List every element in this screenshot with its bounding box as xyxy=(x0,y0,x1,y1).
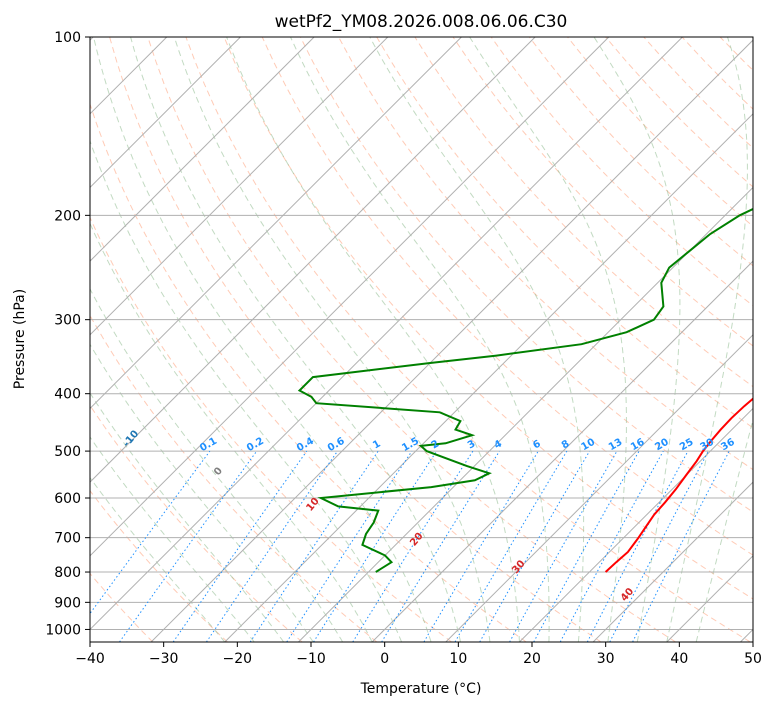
isotherm-line xyxy=(371,260,753,642)
isotherm-line xyxy=(90,37,683,631)
mixing-ratio-label: 6 xyxy=(531,438,543,451)
moist-adiabat-line xyxy=(173,37,491,642)
y-tick-label: 500 xyxy=(54,444,81,460)
grid-layer xyxy=(90,37,775,642)
mixing-ratio-line xyxy=(119,450,258,642)
isotherm-line xyxy=(90,37,315,262)
moist-adiabat-line xyxy=(90,222,373,642)
y-tick-label: 100 xyxy=(54,30,81,46)
moist-adiabat-line xyxy=(290,37,550,642)
mixing-ratio-line xyxy=(90,450,211,615)
dry-adiabat-line xyxy=(90,102,527,642)
mixing-ratio-label: 3 xyxy=(466,438,478,451)
x-tick-label: −30 xyxy=(149,651,179,667)
dry-adiabat-line xyxy=(452,37,753,347)
moist-adiabat-line xyxy=(666,37,748,642)
plot-area xyxy=(90,37,753,642)
moist-adiabat-line xyxy=(90,343,314,642)
dry-adiabat-line xyxy=(109,37,602,642)
mixing-ratio-line xyxy=(533,450,640,642)
dry-adiabat-line xyxy=(223,37,753,600)
dry-adiabat-line xyxy=(758,37,775,642)
plot-frame xyxy=(89,36,754,643)
isotherm-line xyxy=(90,37,389,336)
dry-adiabat-line xyxy=(299,37,753,513)
isotherm-line xyxy=(519,407,753,642)
dry-adiabat-line xyxy=(261,37,753,556)
dry-adiabat-line xyxy=(90,489,228,642)
dewpoint-profile-line xyxy=(297,207,753,573)
x-axis-label: Temperature (°C) xyxy=(360,681,482,697)
y-tick-label: 600 xyxy=(54,491,81,507)
moist-adiabat-line xyxy=(90,392,285,642)
mixing-ratio-line xyxy=(286,450,413,642)
isotherm-line xyxy=(90,37,610,557)
mixing-ratio-line xyxy=(313,450,438,642)
x-tick-label: −40 xyxy=(75,651,105,667)
y-tick-label: 300 xyxy=(54,313,81,329)
mixing-ratio-label: 1 xyxy=(371,438,383,451)
moist-adiabat-line xyxy=(90,476,226,642)
mixing-ratio-line xyxy=(559,450,664,642)
x-tick-label: −20 xyxy=(223,651,253,667)
temperature-profile-line xyxy=(604,397,753,573)
moist-adiabat-line xyxy=(93,37,432,642)
mixing-ratio-label: 4 xyxy=(492,438,504,451)
moist-adiabat-line xyxy=(90,436,255,642)
y-tick-label: 900 xyxy=(54,595,81,611)
dry-adiabat-line xyxy=(376,37,753,429)
axis-layer: −40 −30 −20 −10 0 10 20 30 40 50 100 200 300 400 500 60… xyxy=(45,30,762,667)
isotherm-line xyxy=(90,37,241,189)
mixing-ratio-line xyxy=(205,450,338,642)
chart-title: wetPf2_YM08.2026.008.06.06.C30 xyxy=(275,12,568,32)
dry-adiabat-line xyxy=(338,37,753,471)
mixing-ratio-line xyxy=(509,450,618,642)
dry-adiabat-line xyxy=(147,37,676,642)
isotherm-line xyxy=(90,37,462,410)
moist-adiabat-line xyxy=(469,37,627,642)
dry-adiabat-line xyxy=(90,314,378,642)
dry-adiabat-line xyxy=(414,37,753,388)
y-tick-label: 1000 xyxy=(45,622,81,638)
mixing-ratio-line xyxy=(632,450,730,642)
mixing-ratio-label: 2 xyxy=(430,438,442,451)
moist-adiabat-line xyxy=(226,37,520,642)
x-tick-label: 10 xyxy=(449,651,467,667)
data-layer xyxy=(297,207,753,573)
moist-adiabat-line xyxy=(593,37,681,642)
dry-adiabat-line xyxy=(490,37,753,307)
mixing-ratio-line xyxy=(172,450,308,642)
y-axis-label: Pressure (hPa) xyxy=(12,289,28,389)
y-tick-label: 400 xyxy=(54,387,81,403)
mixing-ratio-line xyxy=(381,450,500,642)
moist-adiabat-line xyxy=(90,287,344,642)
isotherm-line xyxy=(445,334,753,642)
moist-adiabat-line xyxy=(130,37,461,642)
y-tick-label: 800 xyxy=(54,565,81,581)
mixing-ratio-line xyxy=(352,450,474,642)
isotherm-line xyxy=(150,39,753,642)
x-tick-label: 20 xyxy=(523,651,541,667)
x-tick-label: 40 xyxy=(670,651,688,667)
isotherm-line xyxy=(90,37,536,483)
dry-adiabat-line xyxy=(90,404,303,642)
x-tick-label: 30 xyxy=(597,651,615,667)
isotherm-line xyxy=(592,481,753,642)
isotherm-line xyxy=(224,113,753,642)
moist-adiabat-line xyxy=(695,418,753,642)
x-tick-label: −10 xyxy=(296,651,326,667)
moist-adiabat-line xyxy=(90,139,403,642)
y-tick-label: 200 xyxy=(54,208,81,224)
x-tick-label: 0 xyxy=(380,651,389,667)
dry-adiabat-line xyxy=(90,216,452,642)
x-tick-label: 50 xyxy=(744,651,762,667)
y-tick-label: 700 xyxy=(54,531,81,547)
mixing-ratio-label: 8 xyxy=(560,438,572,451)
moist-adiabat-line xyxy=(369,37,585,642)
